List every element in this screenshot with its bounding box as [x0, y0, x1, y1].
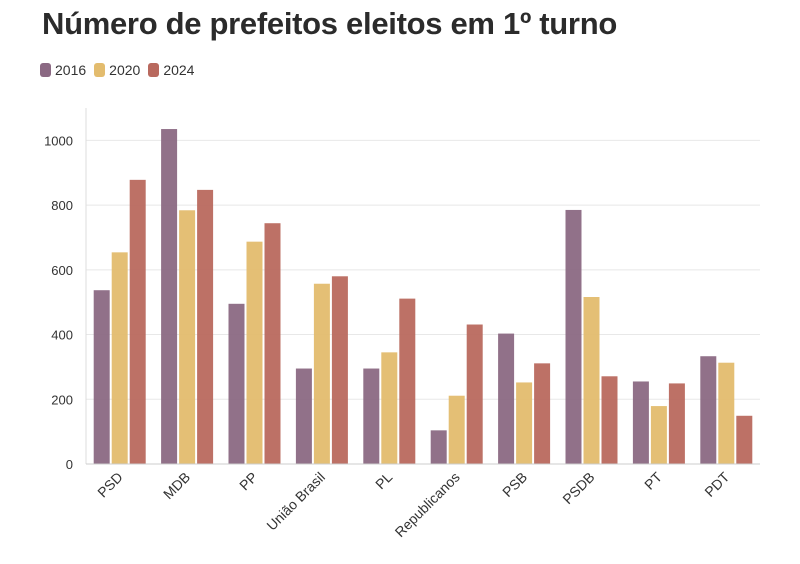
- bar-republicanos-2024: [466, 324, 483, 464]
- x-tick-label-republicanos: Republicanos: [392, 469, 463, 540]
- x-tick-label-pl: PL: [372, 469, 396, 493]
- bar-pl-2024: [399, 298, 416, 464]
- bar-pp-2020: [246, 241, 263, 464]
- y-tick-label-400: 400: [51, 328, 73, 343]
- x-tick-label-psdb: PSDB: [559, 469, 597, 507]
- legend-item-2024[interactable]: 2024: [148, 62, 194, 78]
- bar-mdb-2016: [161, 129, 178, 464]
- bar-republicanos-2016: [430, 430, 447, 464]
- bar-psdb-2024: [601, 376, 618, 464]
- bar-pt-2020: [650, 406, 667, 464]
- bar-pt-2024: [668, 383, 685, 464]
- bar-psd-2020: [111, 252, 128, 464]
- x-tick-label-união-brasil: União Brasil: [263, 469, 328, 534]
- legend-label-2024: 2024: [163, 62, 195, 78]
- x-tick-label-psd: PSD: [94, 469, 126, 501]
- chart-title: Número de prefeitos eleitos em 1º turno: [42, 6, 617, 41]
- legend-swatch-2024: [148, 63, 160, 77]
- x-tick-label-pp: PP: [236, 469, 261, 494]
- bar-união-brasil-2020: [313, 283, 330, 464]
- legend-swatch-2020: [94, 63, 106, 77]
- bar-republicanos-2020: [448, 395, 465, 464]
- y-tick-label-600: 600: [51, 263, 73, 278]
- bar-pl-2020: [381, 352, 398, 464]
- y-tick-label-800: 800: [51, 198, 73, 213]
- bar-psb-2016: [498, 333, 515, 464]
- x-tick-label-psb: PSB: [499, 469, 530, 500]
- y-tick-label-200: 200: [51, 392, 73, 407]
- legend-label-2020: 2020: [109, 62, 141, 78]
- bar-pp-2016: [228, 303, 245, 464]
- bar-pdt-2020: [718, 362, 735, 464]
- bar-psdb-2016: [565, 209, 582, 464]
- legend-item-2016[interactable]: 2016: [40, 62, 86, 78]
- bar-união-brasil-2024: [331, 276, 348, 464]
- bar-união-brasil-2016: [295, 368, 312, 464]
- bar-pl-2016: [363, 368, 380, 464]
- bar-pp-2024: [264, 223, 281, 464]
- bar-psb-2024: [534, 363, 551, 464]
- bar-psb-2020: [516, 382, 533, 464]
- bar-psd-2024: [129, 179, 146, 464]
- bar-pdt-2024: [736, 415, 753, 464]
- y-tick-label-0: 0: [66, 457, 73, 472]
- x-tick-label-pt: PT: [641, 468, 665, 492]
- bar-mdb-2020: [179, 210, 196, 464]
- x-tick-label-mdb: MDB: [160, 469, 193, 502]
- bar-pt-2016: [632, 381, 649, 464]
- chart-legend: 2016 2020 2024: [40, 62, 202, 78]
- x-tick-label-pdt: PDT: [701, 468, 732, 499]
- bar-psdb-2020: [583, 297, 600, 464]
- bar-mdb-2024: [197, 189, 214, 464]
- legend-label-2016: 2016: [55, 62, 87, 78]
- legend-item-2020[interactable]: 2020: [94, 62, 140, 78]
- legend-swatch-2016: [40, 63, 51, 77]
- bar-pdt-2016: [700, 356, 717, 464]
- y-tick-label-1000: 1000: [44, 133, 73, 148]
- bar-psd-2016: [93, 290, 110, 464]
